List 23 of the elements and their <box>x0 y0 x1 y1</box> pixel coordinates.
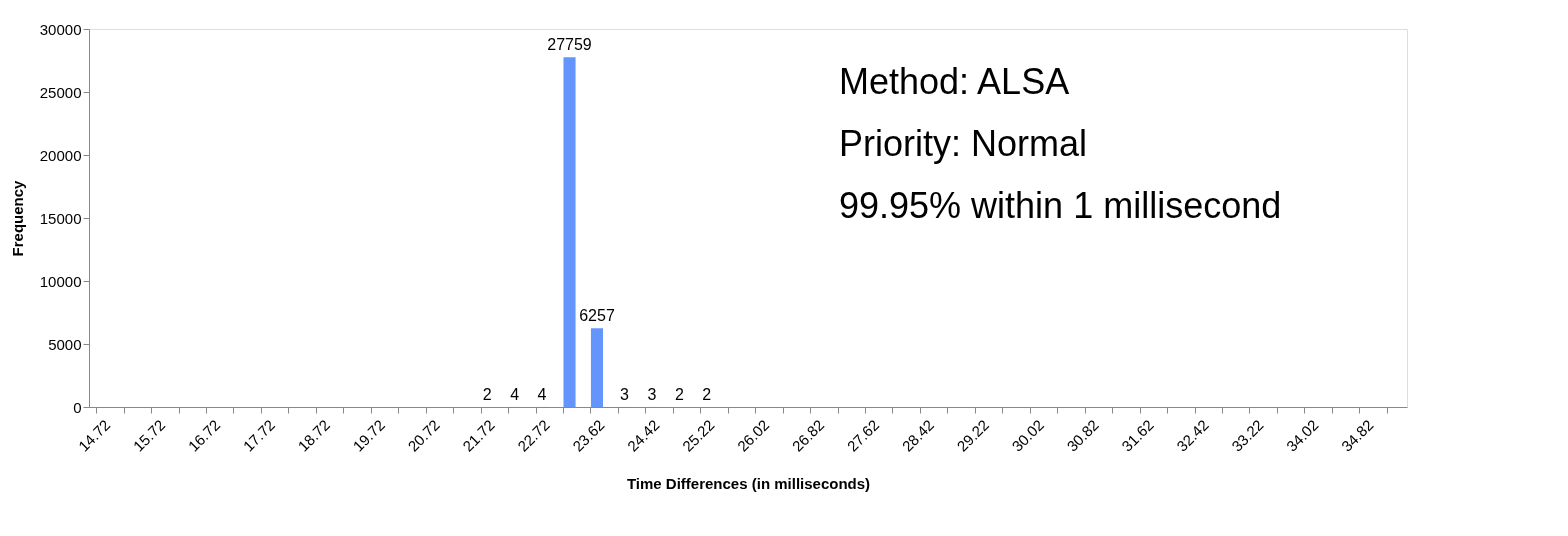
y-tick-label: 25000 <box>39 83 82 101</box>
bar <box>590 328 604 407</box>
y-tick-label: 30000 <box>39 20 82 38</box>
data-label: 2 <box>702 385 712 403</box>
y-tick-label: 20000 <box>39 146 82 164</box>
y-tick-label: 10000 <box>39 272 82 290</box>
data-label: 27759 <box>547 36 592 54</box>
data-label: 4 <box>537 385 547 403</box>
y-axis-title: Frequency <box>8 179 26 257</box>
data-label: 3 <box>619 385 629 403</box>
data-label: 2 <box>482 385 492 403</box>
y-tick-label: 5000 <box>48 335 82 353</box>
bar <box>563 57 576 407</box>
annotation: Method: ALSA <box>839 61 1070 102</box>
data-label: 2 <box>674 385 684 403</box>
y-tick-label: 15000 <box>39 209 82 227</box>
annotation: 99.95% within 1 millisecond <box>839 185 1282 226</box>
data-label: 6257 <box>579 307 615 325</box>
x-axis-title: Time Differences (in milliseconds) <box>626 474 871 492</box>
data-label: 3 <box>647 385 657 403</box>
y-tick-label: 0 <box>73 398 82 416</box>
data-label: 4 <box>510 385 520 403</box>
annotation: Priority: Normal <box>839 123 1088 164</box>
